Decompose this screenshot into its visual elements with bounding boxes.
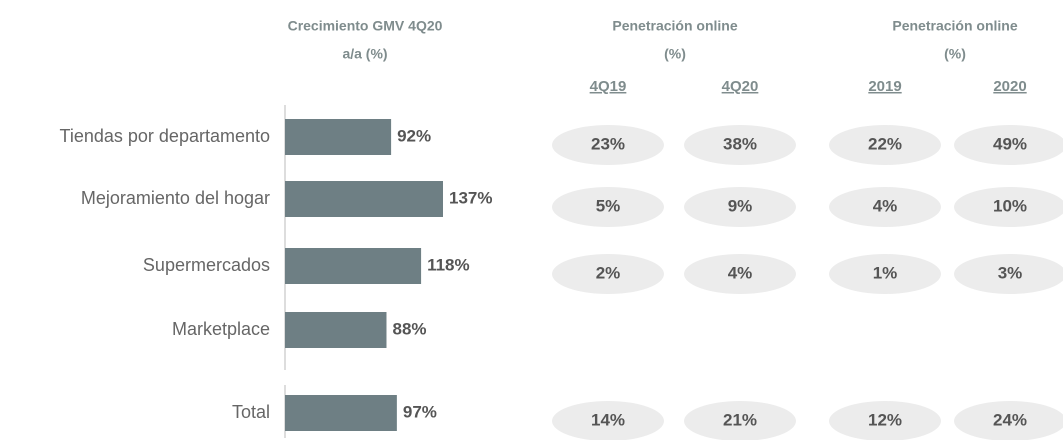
cell-value: 22% (868, 134, 902, 153)
cell-value: 14% (591, 410, 625, 429)
chart-title: Crecimiento GMV 4Q20 (288, 18, 443, 34)
cell-background (684, 401, 796, 440)
cell-value: 38% (723, 134, 757, 153)
cell-background (552, 187, 664, 227)
value-label: 118% (427, 255, 470, 274)
bar (285, 248, 422, 284)
category-label: Tiendas por departamento (60, 126, 270, 146)
cell-value: 49% (993, 134, 1027, 153)
cell-background (829, 254, 941, 294)
category-label: Total (232, 402, 270, 422)
value-label: 92% (397, 126, 431, 145)
cell-value: 3% (998, 263, 1023, 282)
category-label: Mejoramiento del hogar (81, 188, 270, 208)
group-title: Penetración online (892, 18, 1017, 34)
cell-value: 5% (596, 196, 621, 215)
cell-background (829, 401, 941, 440)
cell-value: 4% (728, 263, 753, 282)
chart-subtitle: a/a (%) (342, 46, 387, 62)
cell-background (954, 254, 1063, 294)
cell-value: 4% (873, 196, 898, 215)
bar (285, 119, 392, 155)
cell-value: 12% (868, 410, 902, 429)
value-label: 88% (392, 319, 426, 338)
group-unit: (%) (944, 46, 966, 62)
cell-background (954, 125, 1063, 165)
column-header: 2019 (868, 78, 901, 95)
cell-background (954, 187, 1063, 227)
cell-background (552, 401, 664, 440)
cell-value: 2% (596, 263, 621, 282)
group-unit: (%) (664, 46, 686, 62)
column-header: 4Q20 (722, 78, 759, 95)
cell-value: 23% (591, 134, 625, 153)
value-label: 137% (449, 188, 492, 207)
cell-background (552, 125, 664, 165)
cell-background (684, 254, 796, 294)
cell-background (552, 254, 664, 294)
cell-value: 9% (728, 196, 753, 215)
cell-background (829, 187, 941, 227)
cell-background (684, 187, 796, 227)
cell-background (684, 125, 796, 165)
cell-value: 21% (723, 410, 757, 429)
category-label: Supermercados (143, 255, 270, 275)
column-header: 2020 (993, 78, 1026, 95)
cell-value: 10% (993, 196, 1027, 215)
group-title: Penetración online (612, 18, 737, 34)
value-label: 97% (403, 402, 437, 421)
category-label: Marketplace (172, 319, 270, 339)
bar (285, 181, 443, 217)
cell-background (954, 401, 1063, 440)
cell-value: 24% (993, 410, 1027, 429)
bar (285, 395, 397, 431)
column-header: 4Q19 (590, 78, 627, 95)
cell-background (829, 125, 941, 165)
bar (285, 312, 387, 348)
cell-value: 1% (873, 263, 898, 282)
